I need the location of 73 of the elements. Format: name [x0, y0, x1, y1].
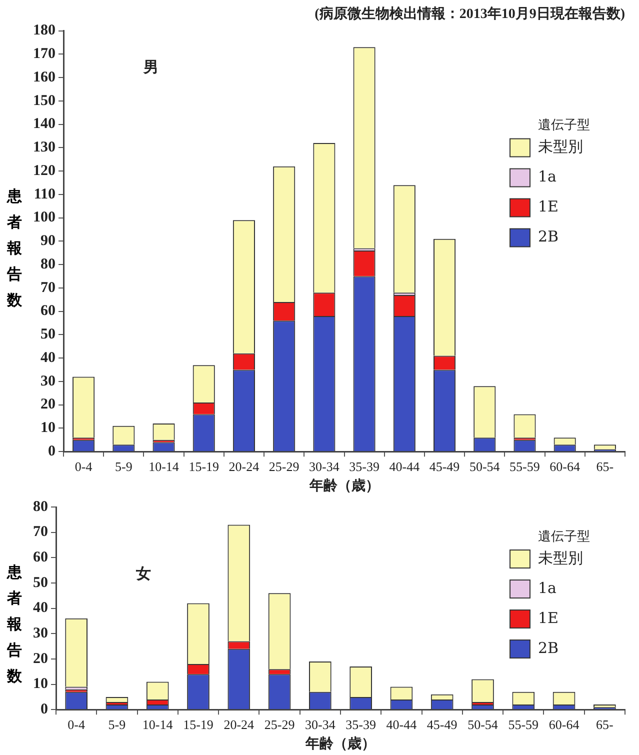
- legend-label: 1a: [538, 168, 557, 186]
- y-tick-label: 170: [33, 46, 56, 62]
- x-tick-label: 25-29: [264, 716, 295, 732]
- x-tick-label: 45-49: [429, 458, 460, 474]
- x-tick-label: 0-4: [74, 458, 93, 474]
- y-tick-label: 160: [33, 69, 56, 86]
- y-tick-label: 20: [40, 396, 56, 413]
- annotation: 男: [142, 58, 158, 76]
- y-tick-label: 40: [40, 350, 56, 366]
- annotation: 女: [135, 564, 151, 582]
- x-tick-label: 5-9: [114, 458, 132, 474]
- x-tick-label: 30-34: [309, 458, 340, 474]
- x-tick-label: 0-4: [68, 716, 86, 732]
- legend-title: 遺伝子型: [538, 118, 590, 134]
- x-tick-label: 40-44: [389, 458, 420, 474]
- y-tick-label: 150: [33, 92, 56, 109]
- y-tick-label: 0: [48, 443, 56, 460]
- x-tick-label: 60-64: [548, 716, 580, 732]
- legend-label: 1E: [538, 608, 558, 627]
- y-axis-title: 患者報告数: [6, 562, 23, 687]
- x-tick-label: 60-64: [550, 458, 580, 474]
- x-tick-label: 20-24: [224, 716, 255, 732]
- x-tick-label: 15-19: [183, 716, 214, 732]
- y-tick-label: 50: [33, 574, 48, 591]
- y-tick-label: 30: [33, 626, 48, 642]
- y-tick-label: 110: [34, 186, 56, 202]
- legend-label: 未型別: [538, 138, 583, 156]
- y-tick-label: 80: [33, 498, 48, 515]
- x-tick-label: 50-54: [468, 716, 498, 732]
- y-tick-label: 60: [33, 550, 48, 566]
- y-tick-label: 20: [33, 650, 48, 667]
- legend-label: 未型別: [538, 548, 583, 567]
- x-tick-label: 65-: [596, 716, 614, 732]
- y-axis-title: 患者報告数: [6, 186, 23, 310]
- y-tick-label: 50: [40, 326, 56, 343]
- x-tick-label: 35-39: [346, 716, 376, 732]
- chart-title: (病原微生物検出情報：2013年10月9日現在報告数): [314, 5, 626, 22]
- y-tick-label: 80: [40, 256, 56, 272]
- y-tick-label: 90: [40, 233, 56, 250]
- y-tick-label: 100: [33, 210, 56, 226]
- y-tick-label: 70: [33, 524, 48, 540]
- y-tick-label: 120: [33, 162, 56, 179]
- y-tick-label: 10: [33, 676, 48, 692]
- x-tick-label: 20-24: [228, 458, 260, 474]
- y-tick-label: 10: [40, 420, 56, 436]
- legend-label: 1E: [538, 198, 558, 216]
- y-tick-label: 130: [33, 140, 56, 156]
- x-tick-label: 25-29: [268, 458, 300, 474]
- x-tick-label: 30-34: [305, 716, 336, 732]
- y-tick-label: 40: [33, 600, 48, 616]
- x-tick-label: 55-59: [508, 716, 539, 732]
- x-tick-label: 55-59: [510, 458, 540, 474]
- y-tick-label: 0: [40, 701, 48, 718]
- y-tick-label: 140: [33, 116, 56, 132]
- x-tick-label: 50-54: [469, 458, 500, 474]
- x-tick-label: 10-14: [148, 458, 180, 474]
- x-tick-label: 10-14: [142, 716, 174, 732]
- x-tick-label: 5-9: [108, 716, 126, 732]
- x-tick-label: 45-49: [426, 716, 458, 732]
- x-axis-title: 年齢（歳）: [308, 478, 380, 494]
- x-axis-title: 年齢（歳）: [304, 736, 376, 752]
- y-tick-label: 30: [40, 373, 56, 390]
- x-tick-label: 40-44: [386, 716, 418, 732]
- y-tick-label: 70: [40, 280, 56, 296]
- x-tick-label: 35-39: [349, 458, 380, 474]
- x-tick-label: 65-: [596, 458, 614, 474]
- y-tick-label: 180: [33, 22, 56, 39]
- legend-title: 遺伝子型: [538, 529, 590, 544]
- legend-label: 2B: [538, 638, 559, 657]
- legend-label: 2B: [538, 228, 559, 246]
- legend-label: 1a: [538, 578, 557, 597]
- x-tick-label: 15-19: [188, 458, 220, 474]
- y-tick-label: 60: [40, 303, 56, 320]
